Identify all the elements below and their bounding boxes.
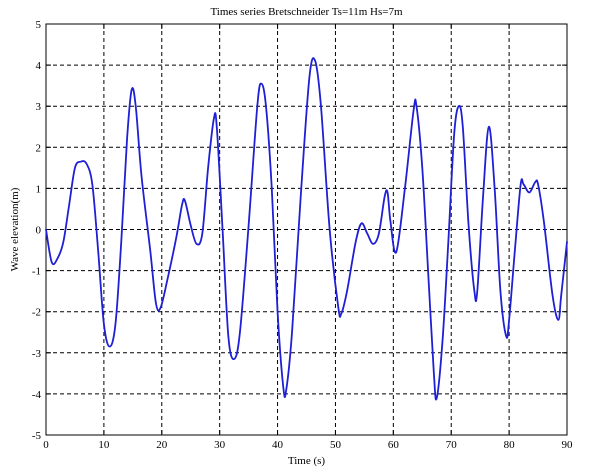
chart-title: Times series Bretschneider Ts=11m Hs=7m	[210, 6, 403, 18]
x-tick-label: 60	[388, 439, 400, 451]
x-tick-label: 10	[98, 439, 110, 451]
y-tick-label: -5	[32, 430, 42, 442]
x-tick-label: 40	[272, 439, 284, 451]
y-tick-label: -4	[32, 389, 42, 401]
tick-marks	[45, 23, 568, 436]
y-tick-label: 3	[36, 101, 42, 113]
grid-lines	[46, 24, 567, 435]
y-tick-label: 2	[36, 142, 42, 154]
x-axis-label: Time (s)	[288, 455, 326, 467]
x-tick-label: 90	[562, 439, 574, 451]
y-axis-label: Wave elevation(m)	[9, 187, 21, 271]
y-tick-label: 0	[36, 225, 42, 237]
y-tick-label: -1	[32, 266, 41, 278]
x-tick-label: 70	[446, 439, 458, 451]
y-tick-label: -2	[32, 307, 41, 319]
y-tick-label: -3	[32, 348, 42, 360]
x-tick-label: 20	[156, 439, 168, 451]
y-tick-label: 5	[36, 19, 42, 31]
x-tick-label: 80	[504, 439, 516, 451]
y-tick-label: 1	[36, 183, 42, 195]
x-tick-label: 50	[330, 439, 342, 451]
y-tick-label: 4	[36, 60, 42, 72]
x-tick-label: 30	[214, 439, 226, 451]
wave-elevation-series-line	[45, 57, 568, 401]
x-tick-label: 0	[43, 439, 49, 451]
x-tick-labels: 0 10 20 30 40 50 60 70 80 90	[43, 439, 573, 451]
y-tick-labels: 5 4 3 2 1 0 -1 -2 -3 -4 -5	[32, 19, 42, 442]
